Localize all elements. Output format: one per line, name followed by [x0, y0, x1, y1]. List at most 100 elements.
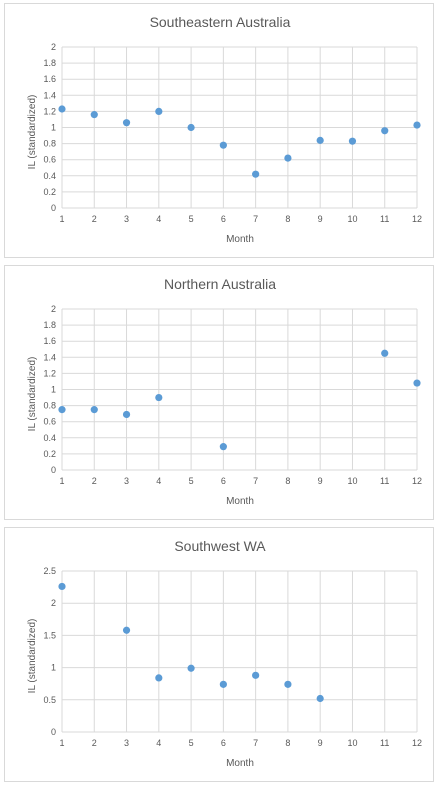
x-tick-label: 3 — [124, 476, 129, 486]
x-tick-label: 6 — [221, 476, 226, 486]
x-tick-label: 11 — [380, 214, 389, 224]
x-tick-label: 4 — [156, 214, 161, 224]
data-point — [122, 119, 131, 127]
x-tick-label: 6 — [221, 738, 226, 748]
x-tick-label: 11 — [380, 738, 389, 748]
x-tick-label: 9 — [318, 476, 323, 486]
x-tick-label: 5 — [189, 738, 194, 748]
y-tick-label: 0.8 — [43, 401, 56, 411]
y-tick-label: 0.2 — [43, 449, 56, 459]
y-tick-label: 2 — [51, 598, 56, 608]
data-point — [316, 136, 324, 144]
data-point — [381, 349, 389, 357]
y-tick-label: 1 — [51, 663, 56, 673]
x-tick-label: 9 — [318, 738, 323, 748]
y-tick-label: 1.4 — [43, 352, 56, 362]
y-tick-label: 0.4 — [43, 171, 56, 181]
y-tick-label: 1.2 — [43, 368, 56, 378]
x-tick-label: 8 — [285, 738, 290, 748]
x-axis-label: Month — [226, 234, 254, 245]
x-tick-label: 10 — [347, 214, 357, 224]
x-tick-label: 5 — [189, 214, 194, 224]
x-tick-label: 10 — [347, 738, 357, 748]
x-tick-label: 5 — [189, 476, 194, 486]
y-tick-label: 1.5 — [43, 630, 56, 640]
y-tick-label: 1.2 — [43, 106, 56, 116]
chart-title: Southeastern Australia — [150, 14, 291, 30]
data-point — [155, 107, 163, 115]
y-tick-label: 1.8 — [43, 58, 56, 68]
x-tick-label: 12 — [412, 476, 422, 486]
y-tick-label: 0.6 — [43, 417, 56, 427]
y-tick-label: 1.6 — [43, 74, 56, 84]
y-tick-label: 0.5 — [43, 695, 56, 705]
data-point — [155, 393, 163, 402]
x-tick-label: 6 — [221, 214, 226, 224]
x-tick-label: 4 — [156, 476, 161, 486]
y-tick-label: 0 — [51, 203, 56, 213]
scatter-chart-northern-australia: Northern Australia 0 0.2 0.4 0.6 0.8 1 1.2 1.4 1… — [27, 276, 422, 507]
y-tick-label: 2.5 — [43, 566, 56, 576]
x-tick-label: 4 — [156, 738, 161, 748]
data-point — [219, 680, 227, 688]
x-tick-label: 7 — [253, 738, 258, 748]
data-point — [381, 127, 389, 135]
x-tick-label: 2 — [92, 214, 97, 224]
y-axis-label: IL (standardized) — [27, 357, 38, 432]
chart-panel-southwest-wa: Southwest WA 0 0.5 1 1.5 2 2.5 1 2 3 4 5 6 7 8 9 10 11 1… — [4, 527, 434, 782]
data-point — [58, 406, 66, 414]
data-point — [122, 410, 131, 419]
x-tick-label: 8 — [285, 214, 290, 224]
x-tick-label: 12 — [412, 214, 422, 224]
y-tick-label: 0.8 — [43, 139, 56, 149]
y-tick-label: 1 — [51, 385, 56, 395]
data-point — [413, 379, 421, 387]
data-point — [252, 671, 260, 679]
y-tick-label: 1.8 — [43, 320, 56, 330]
data-point — [90, 406, 98, 414]
data-point — [316, 694, 324, 703]
data-point — [348, 137, 357, 145]
x-tick-label: 7 — [253, 214, 258, 224]
data-point — [122, 626, 131, 634]
data-point — [219, 443, 227, 451]
x-tick-label: 3 — [124, 214, 129, 224]
data-point — [219, 141, 227, 149]
y-tick-label: 0.6 — [43, 155, 56, 165]
scatter-chart-southwest-wa: Southwest WA 00.511.522.5 1 2 3 4 5 6 7 8 9 10 11 1… — [27, 538, 422, 769]
y-tick-label: 0 — [51, 465, 56, 475]
x-tick-label: 3 — [124, 738, 129, 748]
y-tick-label: 1.6 — [43, 336, 56, 346]
y-tick-label: 1 — [51, 123, 56, 133]
x-tick-label: 2 — [92, 738, 97, 748]
x-tick-label: 10 — [347, 476, 357, 486]
data-point — [284, 680, 292, 688]
y-axis-label: IL (standardized) — [27, 95, 38, 170]
x-tick-label: 1 — [59, 476, 64, 486]
y-tick-label: 0.4 — [43, 433, 56, 443]
y-tick-label: 0.2 — [43, 187, 56, 197]
y-tick-label: 2 — [51, 304, 56, 314]
data-point — [187, 664, 195, 672]
x-tick-label: 7 — [253, 476, 258, 486]
data-point — [90, 111, 98, 119]
data-point — [187, 123, 195, 132]
x-axis-label: Month — [226, 496, 254, 507]
chart-title: Southwest WA — [174, 538, 266, 554]
data-point — [252, 170, 260, 178]
data-point — [58, 105, 66, 113]
x-tick-label: 11 — [380, 476, 389, 486]
y-tick-label: 2 — [51, 42, 56, 52]
chart-panel-southeastern-australia: Southeastern Australia 0 0.2 0.4 0.6 0.8 1 1.2… — [4, 3, 434, 258]
x-tick-label: 12 — [412, 738, 422, 748]
x-axis-label: Month — [226, 758, 254, 769]
data-point — [413, 121, 421, 129]
y-tick-label: 0 — [51, 727, 56, 737]
x-tick-label: 8 — [285, 476, 290, 486]
x-tick-label: 2 — [92, 476, 97, 486]
x-tick-label: 1 — [59, 214, 64, 224]
y-axis-label: IL (standardized) — [27, 619, 38, 694]
chart-title: Northern Australia — [164, 276, 276, 292]
data-point — [155, 674, 163, 682]
x-tick-label: 9 — [318, 214, 323, 224]
